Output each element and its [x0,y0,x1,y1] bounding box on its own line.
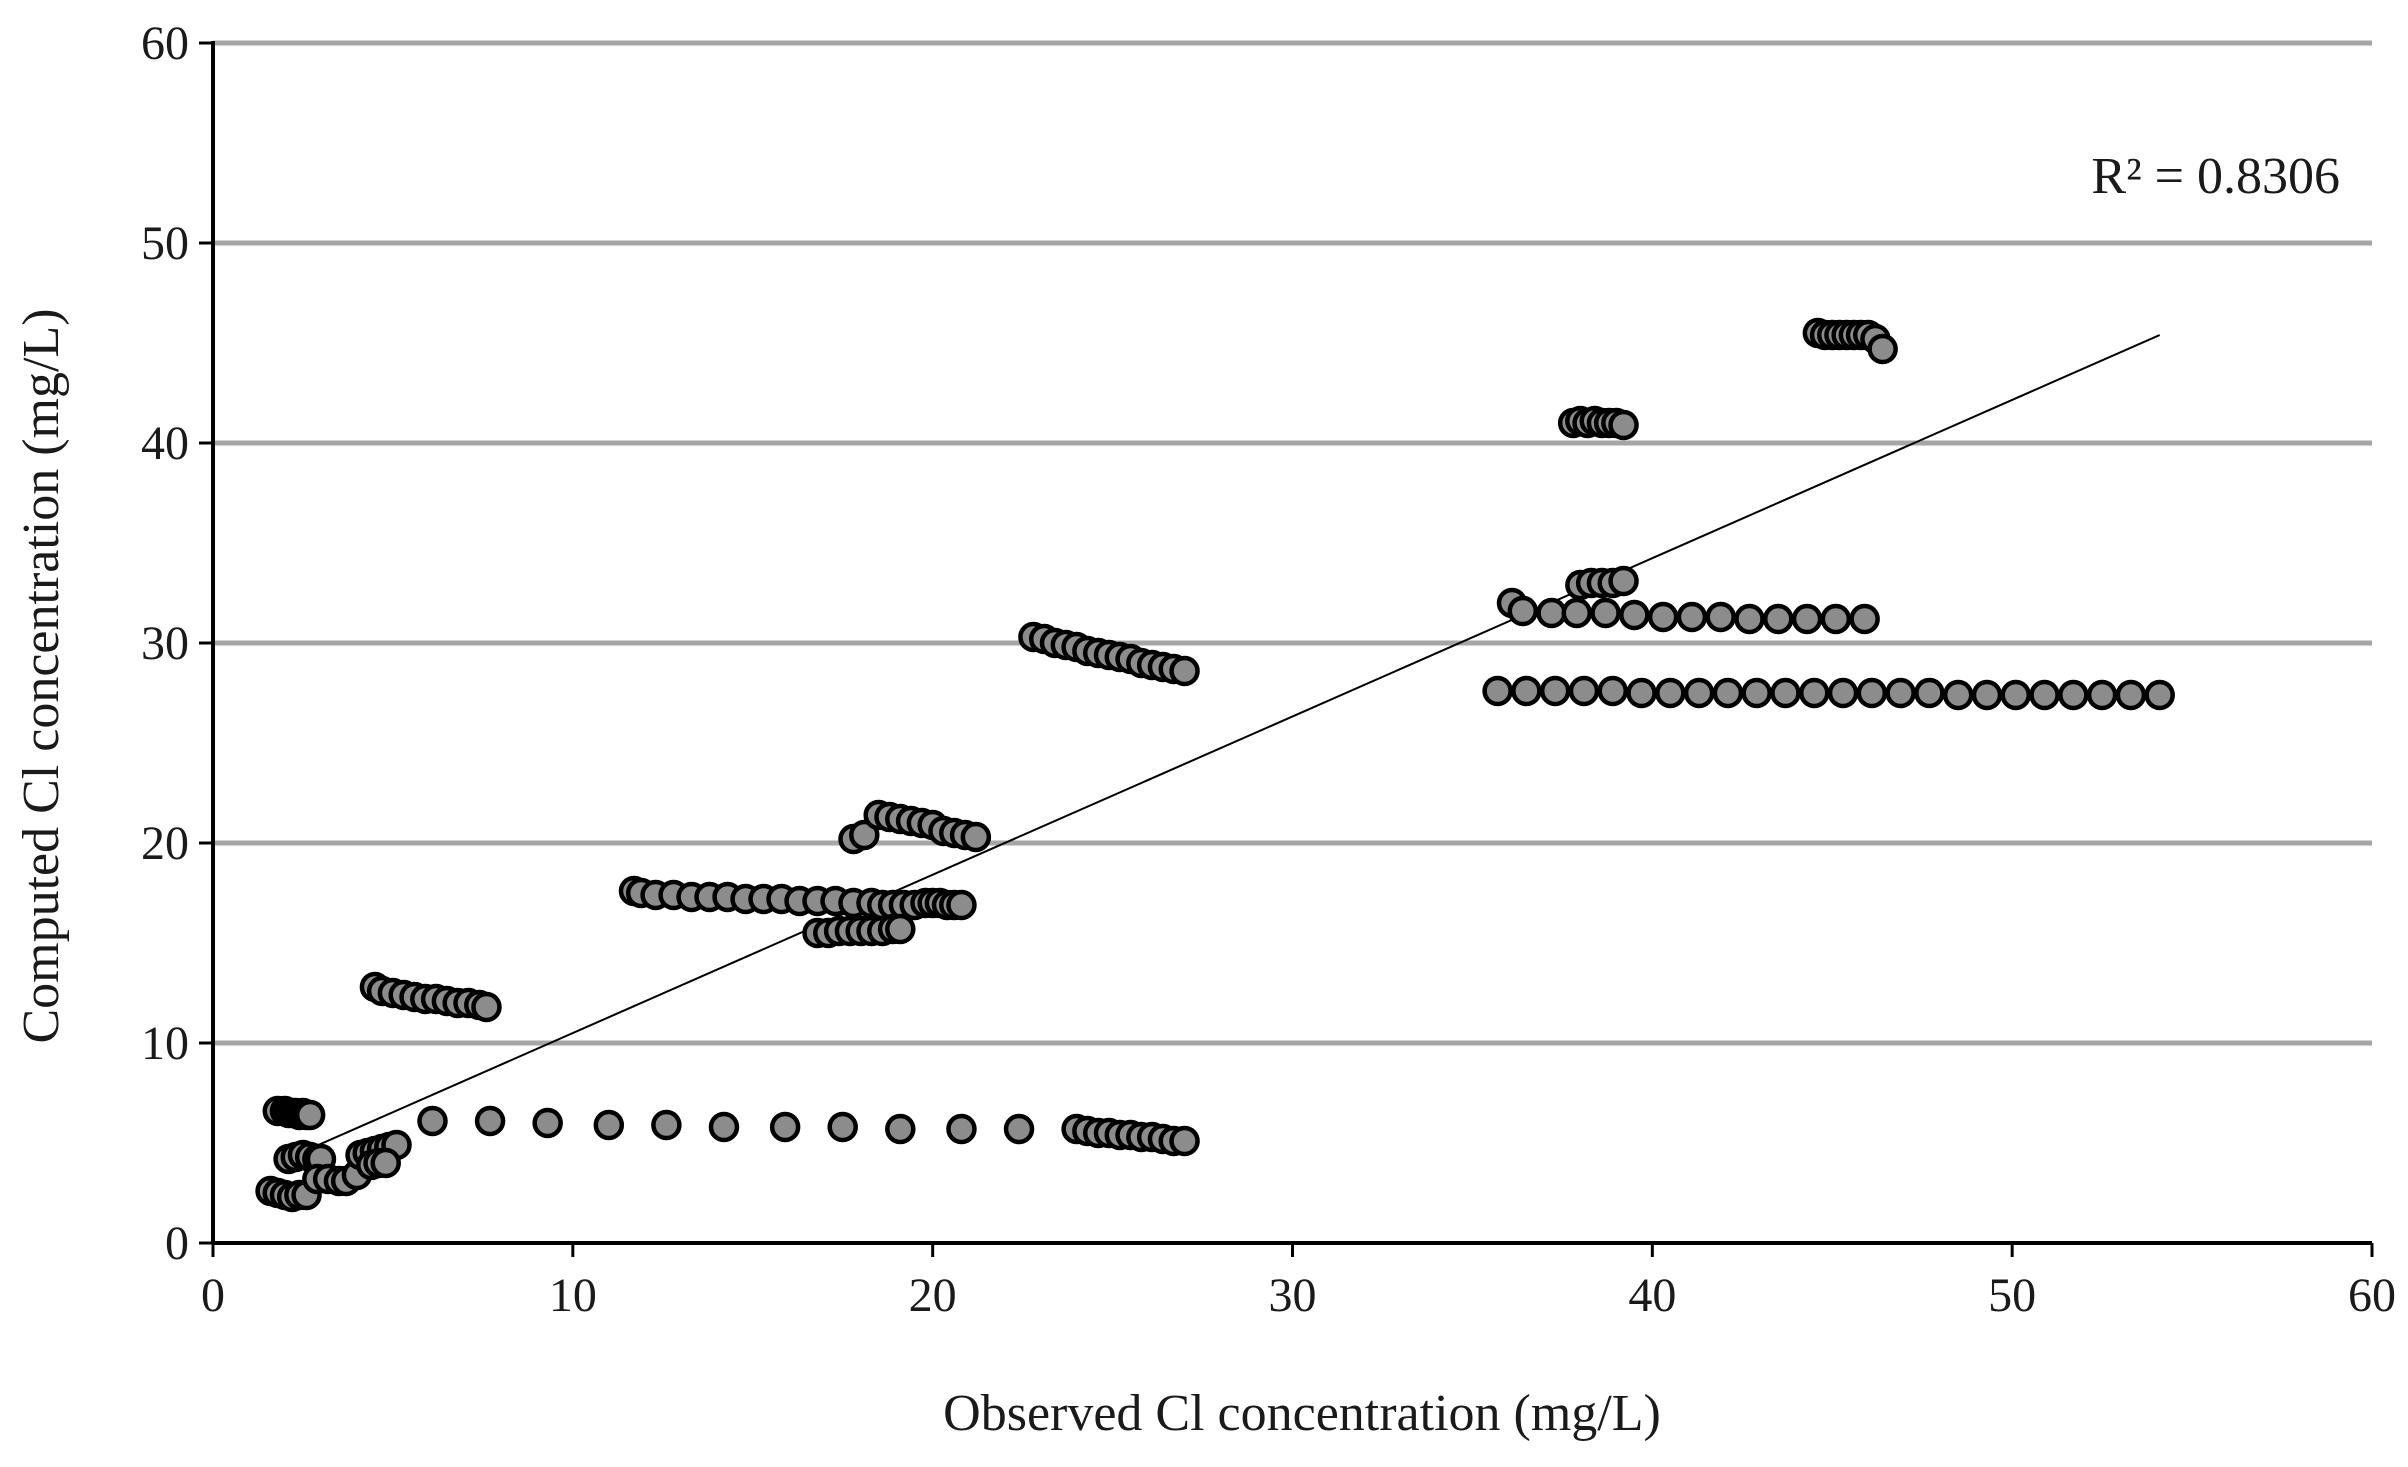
scatter-point [769,1111,801,1143]
scatter-point [1820,603,1852,635]
x-tick-label: 60 [2348,1269,2396,1322]
y-tick-label: 20 [141,817,189,870]
scatter-point [1971,679,2003,711]
scatter-point [532,1107,563,1139]
scatter-point [370,1147,401,1179]
scatter-point [474,1105,506,1137]
y-tick-label: 0 [165,1217,189,1270]
trendline-layer [313,334,2161,1148]
scatter-point [1741,677,1772,709]
scatter-point [2144,679,2175,711]
x-tick-label: 0 [201,1269,225,1322]
scatter-point [593,1109,625,1141]
scatter-point [1536,597,1567,629]
scatter-point [960,821,992,853]
scatter-point [294,1099,326,1131]
scatter-point [2029,679,2060,711]
x-axis-title: Observed Cl concentration (mg/L) [943,1385,1661,1442]
scatter-point [1647,601,1679,633]
scatter-point [2058,679,2089,711]
scatter-point [1619,599,1650,631]
y-tick-label: 10 [141,1017,189,1070]
scatter-point [885,913,916,945]
scatter-point [1169,655,1200,687]
axes [199,41,2374,1257]
scatter-point [1676,601,1708,633]
scatter-point [417,1105,448,1137]
y-tick-label: 30 [141,617,189,670]
scatter-point [1608,565,1639,597]
scatter-point [2115,679,2147,711]
scatter-point [651,1109,682,1141]
scatter-point [708,1111,740,1143]
x-tick-label: 30 [1269,1269,1317,1322]
scatter-point [1885,677,1916,709]
scatter-point [1655,677,1686,709]
scatter-point [1791,603,1823,635]
y-axis-title: Computed Cl concentration (mg/L) [13,308,70,1043]
scatter-point [1867,333,1898,365]
r-squared-annotation: R² = 0.8306 [2091,148,2340,205]
scatter-point [1827,677,1859,709]
scatter-point [1626,677,1657,709]
scatter-point [1712,677,1744,709]
scatter-point [1849,603,1880,635]
scatter-point [1511,675,1542,707]
scatter-point [827,1111,858,1143]
scatter-point [1568,675,1600,707]
scatter-point [946,1113,977,1145]
scatter-point [471,991,502,1023]
y-tick-label: 60 [141,17,189,70]
scatter-point [849,819,880,851]
scatter-point [1169,1125,1200,1157]
scatter-point [1683,677,1715,709]
scatter-point [1770,677,1801,709]
x-tick-label: 10 [549,1269,597,1322]
y-tick-label: 50 [141,217,189,270]
scatter-point [1734,603,1765,635]
linear-trendline [313,334,2161,1148]
scatter-point [1705,601,1736,633]
scatter-point [1539,675,1571,707]
scatter-point [2000,679,2032,711]
scatter-point [1507,595,1539,627]
scatter-point [1914,677,1945,709]
scatter-point [1003,1113,1035,1145]
scatter-point [1799,677,1830,709]
scatter-point [1856,677,1888,709]
scatter-point [946,889,977,921]
x-tick-label: 20 [909,1269,957,1322]
scatter-point [1561,597,1593,629]
gridlines [213,40,2372,1046]
x-tick-label: 50 [1988,1269,2036,1322]
scatter-point [885,1113,916,1145]
scatter-point [1763,603,1794,635]
scatter-point [1482,675,1513,707]
data-points [255,317,2175,1213]
scatter-point [1608,409,1639,441]
y-tick-label: 40 [141,417,189,470]
scatter-point [1597,675,1629,707]
x-tick-label: 40 [1628,1269,1676,1322]
scatter-point [1590,597,1621,629]
scatter-point [2086,679,2118,711]
scatter-point [1942,679,1974,711]
tick-labels: 0 10 20 30 40 50 60 0 10 20 30 40 50 60 [141,17,2396,1322]
